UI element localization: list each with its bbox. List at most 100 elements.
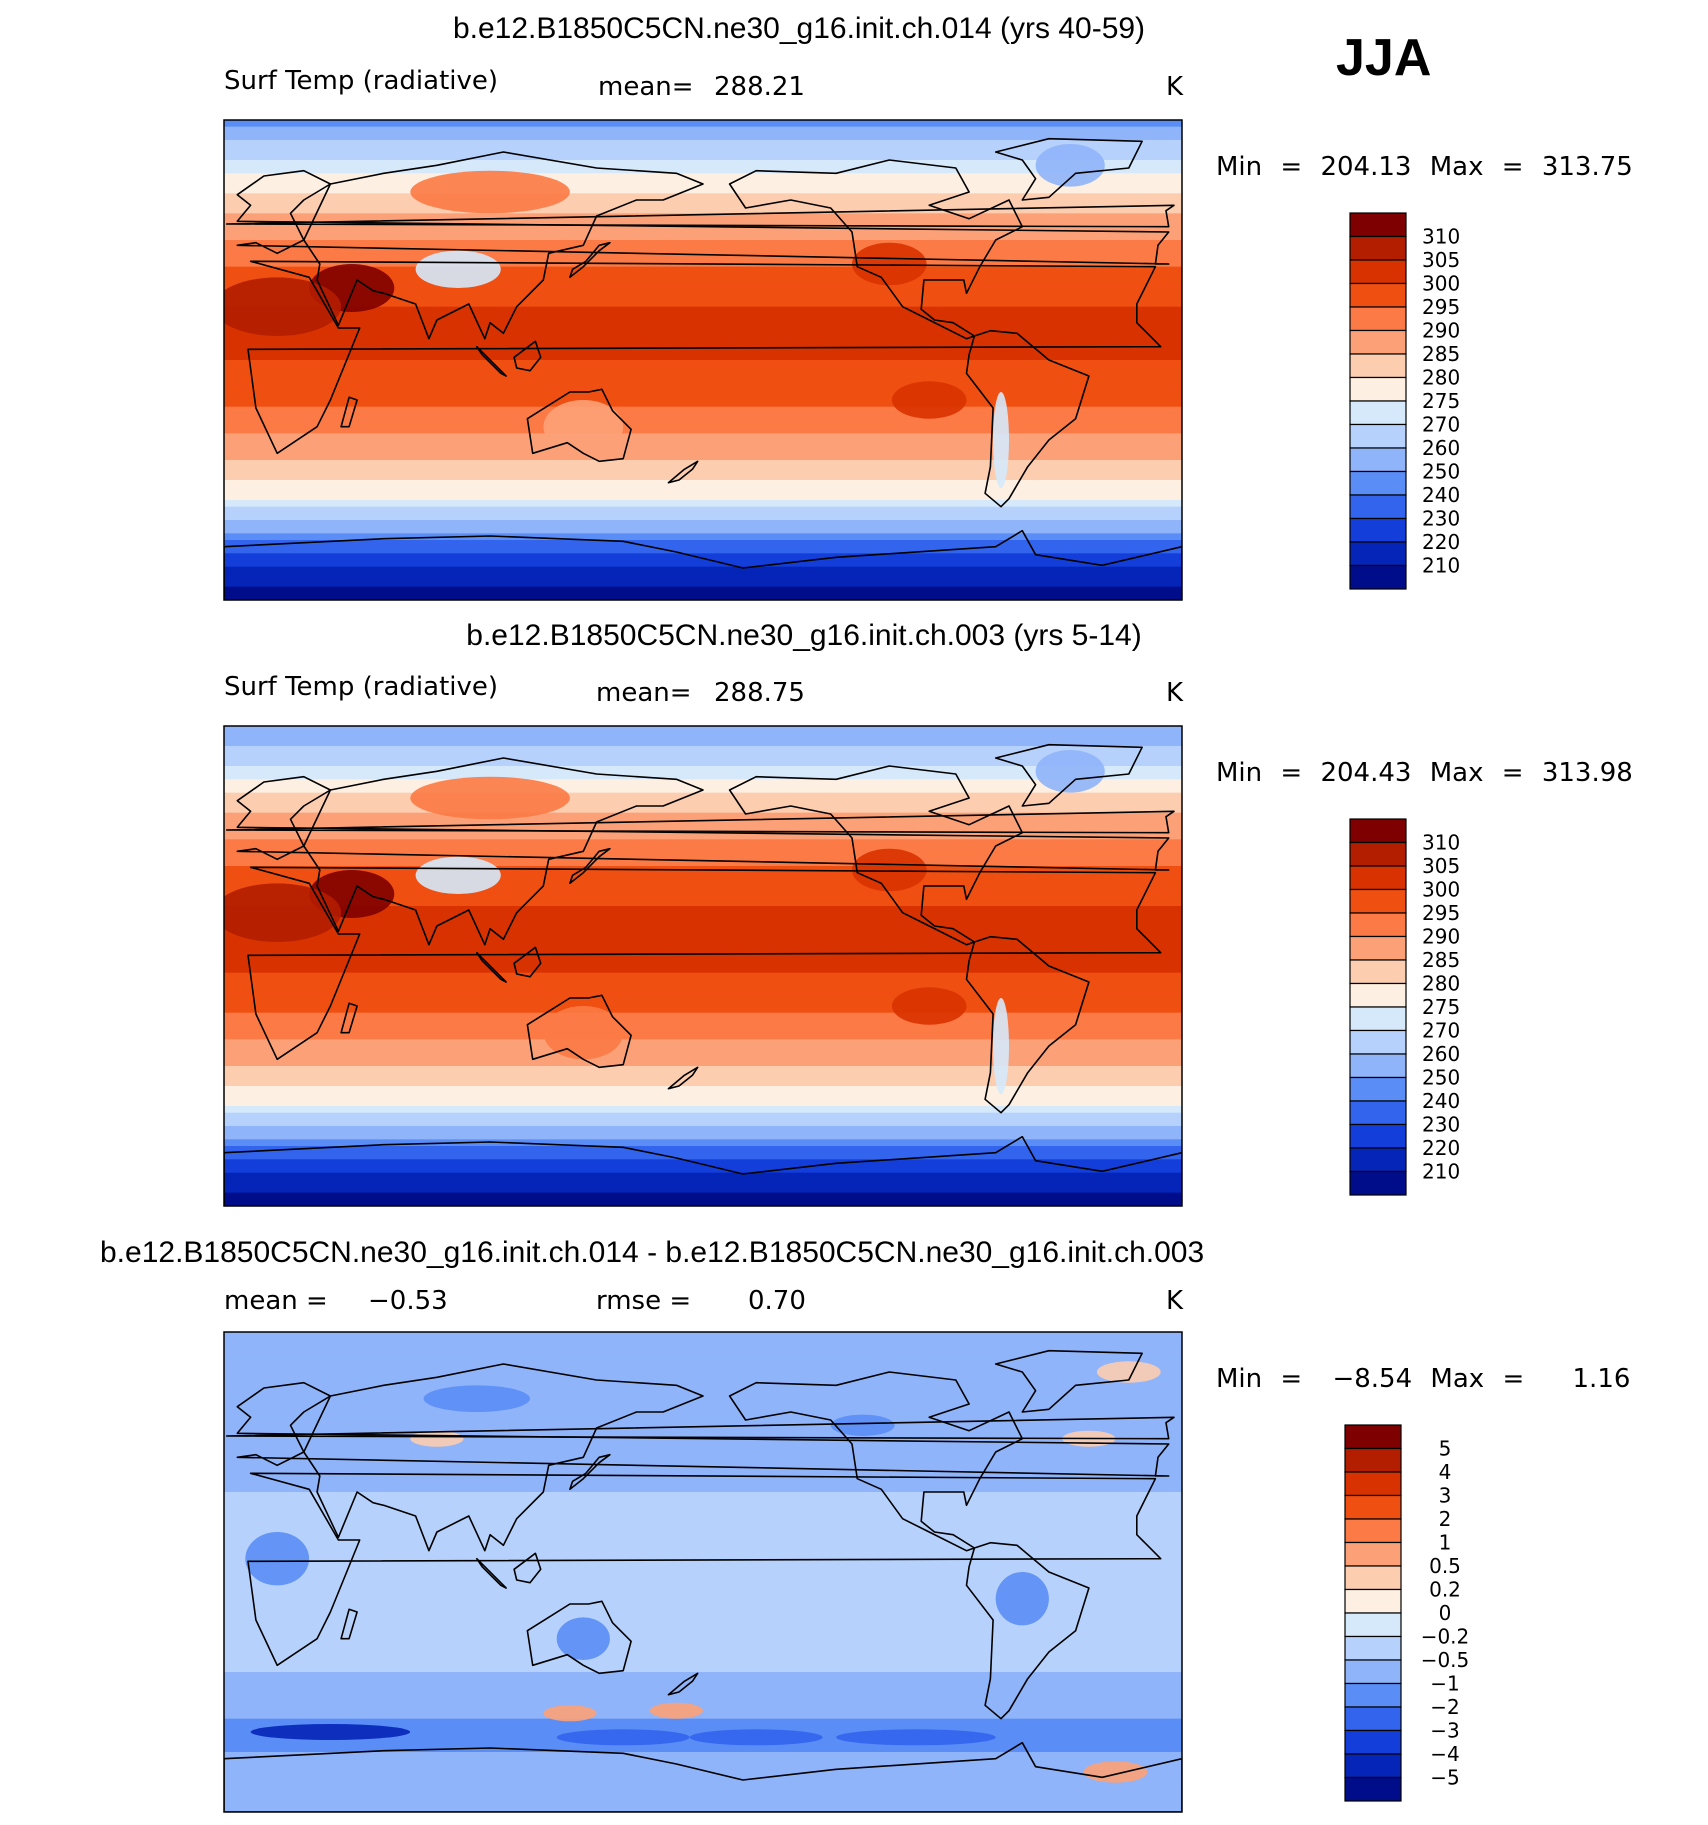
zonal-band: [224, 1072, 1182, 1080]
zonal-band: [224, 240, 1182, 248]
zonal-band: [224, 1192, 1182, 1200]
field-anomaly: [423, 1385, 530, 1412]
zonal-band: [224, 1445, 1182, 1453]
zonal-band: [224, 220, 1182, 228]
field-anomaly: [410, 170, 570, 214]
coastline-antarctica: [224, 1741, 1182, 1812]
colorbar-tick-label: 240: [1422, 1089, 1460, 1113]
coastline-s-america: [965, 1541, 1090, 1720]
colorbar-swatch: [1349, 235, 1407, 261]
zonal-band: [224, 553, 1182, 561]
zonal-band: [224, 1525, 1182, 1533]
coastline-greenland: [994, 1349, 1143, 1413]
colorbar-tick-label: 210: [1422, 554, 1460, 578]
zonal-band: [224, 246, 1182, 254]
colorbar-tick-label: 270: [1422, 1019, 1460, 1043]
panel1-mean-value: 288.21: [714, 72, 805, 102]
coastline-n-america: [728, 1371, 1024, 1552]
zonal-band: [224, 1532, 1182, 1540]
zonal-band: [224, 1772, 1182, 1780]
zonal-band: [224, 1452, 1182, 1460]
zonal-band: [224, 280, 1182, 288]
zonal-band: [224, 426, 1182, 434]
zonal-band: [224, 200, 1182, 208]
colorbar-swatch: [1344, 1565, 1402, 1591]
zonal-band: [224, 446, 1182, 454]
zonal-band: [224, 1385, 1182, 1393]
coastline-new-zealand: [667, 1672, 699, 1696]
colorbar-swatch: [1349, 1147, 1407, 1173]
zonal-band: [224, 946, 1182, 954]
panel2-range: Min = 204.43 Max = 313.98: [1216, 758, 1633, 788]
map-field: [224, 120, 1182, 600]
zonal-band: [224, 1478, 1182, 1486]
field-anomaly: [993, 998, 1009, 1094]
zonal-band: [224, 126, 1182, 134]
zonal-band: [224, 892, 1182, 900]
map-frame: [223, 119, 1183, 601]
colorbar-swatch: [1349, 1170, 1407, 1196]
panel3-mean-label: mean =: [224, 1286, 328, 1316]
colorbar-swatch: [1349, 818, 1407, 844]
colorbar-tick-label: 1: [1439, 1531, 1452, 1555]
zonal-band: [224, 1678, 1182, 1686]
panel3-mean-value: −0.53: [368, 1286, 448, 1316]
panel1-units: K: [1166, 72, 1184, 102]
colorbar-swatch: [1349, 1053, 1407, 1079]
coastline-australia: [526, 1600, 632, 1675]
zonal-band: [224, 906, 1182, 914]
field-anomaly: [543, 1006, 624, 1060]
coastline-japan: [569, 847, 611, 885]
zonal-band: [224, 846, 1182, 854]
zonal-band: [224, 173, 1182, 181]
zonal-band: [224, 766, 1182, 774]
coastline-africa: [247, 866, 1162, 1061]
panel2-units: K: [1166, 678, 1184, 708]
zonal-band: [224, 939, 1182, 947]
panel1-variable: Surf Temp (radiative): [224, 66, 499, 96]
coastline-uk: [225, 204, 1175, 228]
panel2-min-eq: =: [1280, 758, 1303, 788]
colorbar-tick-label: 270: [1422, 413, 1460, 437]
coastline-borneo: [513, 1552, 542, 1584]
colorbar-swatch: [1349, 447, 1407, 473]
zonal-band: [224, 133, 1182, 141]
coastline-greenland: [994, 137, 1143, 201]
zonal-band: [224, 500, 1182, 508]
colorbar-tick-label: 260: [1422, 1042, 1460, 1066]
coastline-asia: [303, 1363, 704, 1552]
zonal-band: [224, 140, 1182, 148]
zonal-band: [224, 1738, 1182, 1746]
zonal-band: [224, 1358, 1182, 1366]
colorbar-swatch: [1349, 212, 1407, 238]
colorbar-tick-label: 250: [1422, 460, 1460, 484]
zonal-band: [224, 1039, 1182, 1047]
zonal-band: [224, 340, 1182, 348]
zonal-band: [224, 1585, 1182, 1593]
colorbar-tick-label: 240: [1422, 483, 1460, 507]
colorbar-swatch: [1349, 1123, 1407, 1149]
zonal-band: [224, 253, 1182, 261]
panel2-title: b.e12.B1850C5CN.ne30_g16.init.ch.003 (yr…: [466, 619, 1142, 652]
field-anomaly: [830, 1414, 895, 1436]
zonal-band: [224, 353, 1182, 361]
zonal-band: [224, 526, 1182, 534]
panel2-max-value: 313.98: [1541, 758, 1633, 788]
colorbar-swatch: [1344, 1612, 1402, 1638]
colorbar-tick-label: 285: [1422, 948, 1460, 972]
colorbar-swatch: [1349, 376, 1407, 402]
colorbar-swatch: [1344, 1447, 1402, 1473]
zonal-band: [224, 480, 1182, 488]
zonal-band: [224, 386, 1182, 394]
zonal-band: [224, 972, 1182, 980]
coastline-australia: [526, 388, 632, 463]
coastline-uk: [225, 810, 1175, 834]
zonal-band: [224, 586, 1182, 594]
colorbar-tick-label: 305: [1422, 248, 1460, 272]
map-frame: [223, 1331, 1183, 1813]
colorbar-swatch: [1349, 865, 1407, 891]
zonal-band: [224, 406, 1182, 414]
colorbar-tick-label: −0.5: [1421, 1648, 1470, 1672]
colorbar-tick-label: 285: [1422, 342, 1460, 366]
zonal-band: [224, 832, 1182, 840]
